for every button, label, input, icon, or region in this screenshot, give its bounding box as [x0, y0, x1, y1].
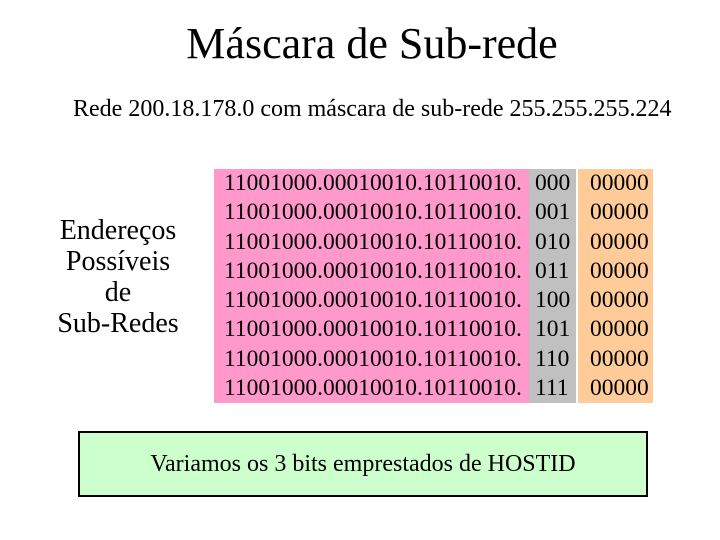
possible-addresses-label-line-2: Possíveis	[65, 246, 171, 277]
subnet-bits-cell: 101	[529, 315, 576, 345]
network-prefix-cell: 11001000.00010010.10110010.	[214, 169, 529, 199]
footer-note-text: Variamos os 3 bits emprestados de HOSTID	[150, 450, 576, 477]
subnet-table-row: 11001000.00010010.10110010. 011 00000	[214, 256, 653, 286]
network-description: Rede 200.18.178.0 com máscara de sub-red…	[73, 96, 672, 122]
subnet-bits-cell: 010	[529, 227, 576, 257]
subnet-table-row: 11001000.00010010.10110010. 100 00000	[214, 286, 653, 316]
subnet-bits-cell: 001	[529, 198, 576, 228]
subnet-bits-cell: 111	[529, 373, 576, 403]
subnet-table-row: 11001000.00010010.10110010. 001 00000	[214, 198, 653, 228]
host-bits-cell: 00000	[578, 315, 653, 345]
subnet-table-row: 11001000.00010010.10110010. 010 00000	[214, 227, 653, 257]
host-bits-cell: 00000	[578, 169, 653, 199]
possible-addresses-label-line-1: Endereços	[59, 215, 177, 246]
network-prefix-cell: 11001000.00010010.10110010.	[214, 286, 529, 316]
footer-note-box: Variamos os 3 bits emprestados de HOSTID	[78, 431, 648, 497]
subnet-table-row: 11001000.00010010.10110010. 110 00000	[214, 344, 653, 374]
subnet-address-table: 11001000.00010010.10110010. 000 00000 11…	[214, 169, 653, 403]
host-bits-cell: 00000	[578, 227, 653, 257]
host-bits-cell: 00000	[578, 344, 653, 374]
network-prefix-cell: 11001000.00010010.10110010.	[214, 315, 529, 345]
subnet-table-row: 11001000.00010010.10110010. 111 00000	[214, 373, 653, 403]
subnet-bits-cell: 100	[529, 286, 576, 316]
host-bits-cell: 00000	[578, 373, 653, 403]
network-prefix-cell: 11001000.00010010.10110010.	[214, 256, 529, 286]
subnet-bits-cell: 110	[529, 344, 576, 374]
subnet-bits-cell: 000	[529, 169, 576, 199]
network-prefix-cell: 11001000.00010010.10110010.	[214, 198, 529, 228]
host-bits-cell: 00000	[578, 286, 653, 316]
network-prefix-cell: 11001000.00010010.10110010.	[214, 373, 529, 403]
network-prefix-cell: 11001000.00010010.10110010.	[214, 344, 529, 374]
network-prefix-cell: 11001000.00010010.10110010.	[214, 227, 529, 257]
possible-addresses-label: Endereços Possíveis de Sub-Redes	[28, 215, 208, 339]
subnet-table-row: 11001000.00010010.10110010. 101 00000	[214, 315, 653, 345]
subnet-table-row: 11001000.00010010.10110010. 000 00000	[214, 169, 653, 199]
possible-addresses-label-line-4: Sub-Redes	[57, 308, 179, 339]
host-bits-cell: 00000	[578, 198, 653, 228]
slide-title: Máscara de Sub-rede	[186, 19, 558, 68]
subnet-bits-cell: 011	[529, 256, 576, 286]
host-bits-cell: 00000	[578, 256, 653, 286]
possible-addresses-label-line-3: de	[104, 277, 132, 308]
